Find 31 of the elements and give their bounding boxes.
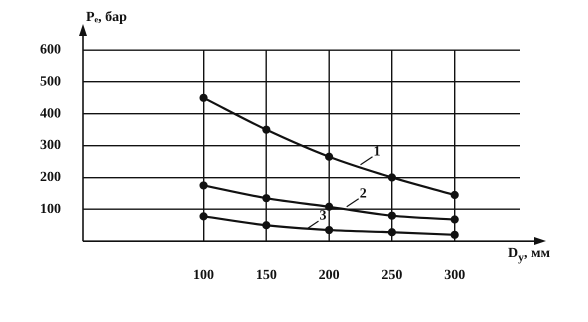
y-tick-label: 100 (40, 202, 61, 217)
point (262, 194, 270, 202)
annotation: 3 (320, 208, 327, 224)
point (199, 212, 208, 220)
y-tick-label: 500 (40, 74, 61, 90)
point (325, 226, 334, 234)
x-tick-label: 250 (381, 268, 402, 284)
point (388, 212, 396, 220)
x-tick-label: 100 (193, 268, 214, 284)
x-tick-label: 300 (444, 268, 466, 284)
y-tick-label: 300 (40, 138, 61, 154)
point (325, 202, 334, 211)
annotation: 1 (374, 144, 381, 160)
point (450, 215, 459, 224)
point (388, 173, 396, 182)
point (262, 126, 270, 134)
y-tick-label: 600 (40, 42, 61, 58)
x-tick-label: 150 (256, 268, 277, 284)
point (450, 190, 459, 200)
point (262, 221, 270, 230)
point (388, 228, 396, 236)
y-axis-title: Pₑ, бар (86, 10, 127, 26)
x-tick-label: 200 (318, 268, 340, 284)
x-axis-title: D$_{у}$, мм (508, 246, 550, 264)
point (199, 94, 208, 102)
y-tick-label: 400 (40, 106, 61, 122)
point (199, 181, 208, 190)
point (450, 230, 459, 239)
point (325, 152, 334, 161)
annotation: 2 (360, 186, 367, 202)
y-tick-label: 200 (40, 170, 61, 186)
